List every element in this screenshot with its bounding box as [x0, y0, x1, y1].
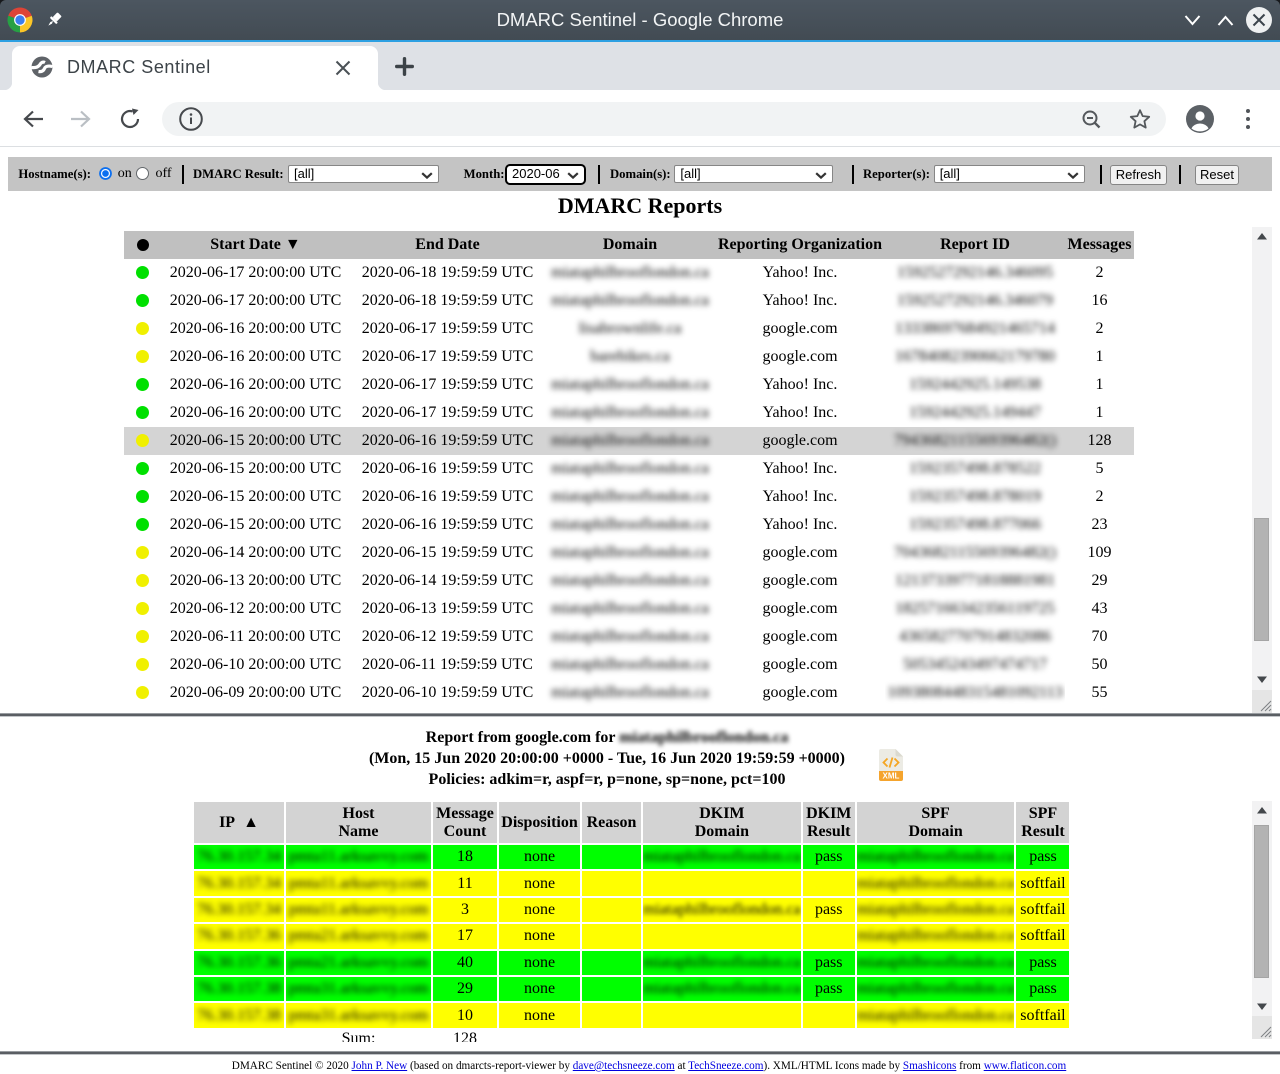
svg-text:XML: XML [883, 772, 900, 781]
